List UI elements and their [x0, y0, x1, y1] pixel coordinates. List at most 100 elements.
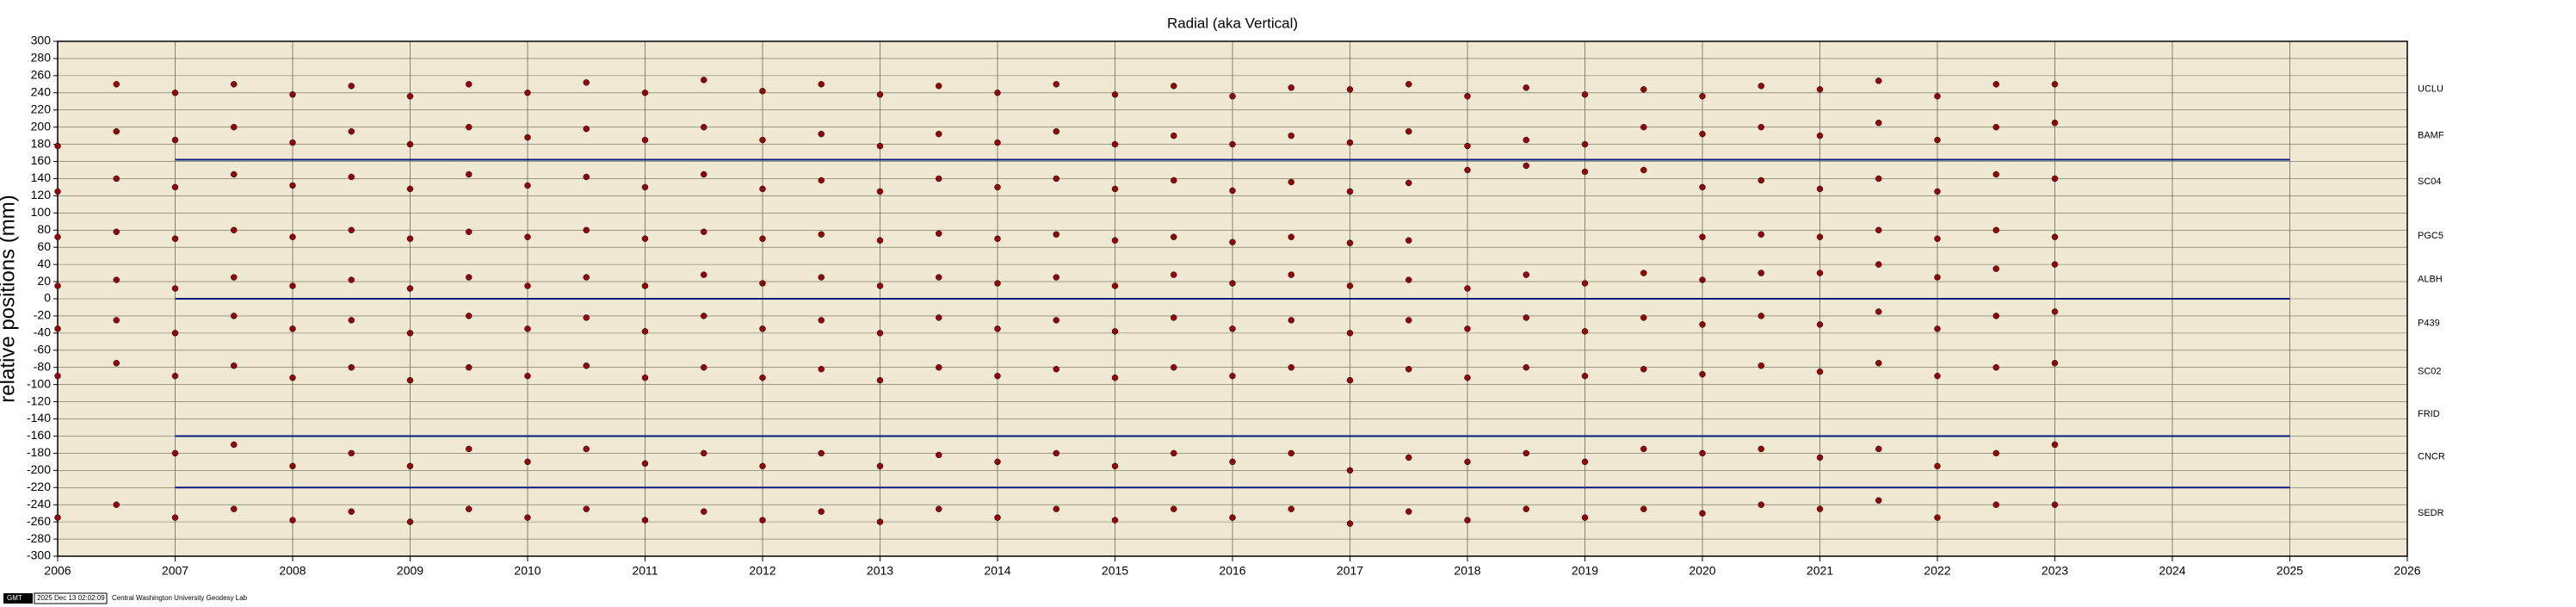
x-tick-label: 2024 — [2159, 564, 2185, 578]
data-point — [1934, 93, 1941, 100]
station-label: CNCR — [2418, 452, 2445, 462]
x-tick-label: 2007 — [162, 564, 188, 578]
data-point — [2051, 441, 2059, 449]
data-point — [1405, 276, 1412, 283]
data-point — [1288, 178, 1294, 186]
data-point — [994, 235, 1001, 242]
data-point — [1581, 328, 1589, 335]
data-point — [113, 276, 120, 283]
data-point — [1875, 445, 1882, 453]
data-point — [1992, 123, 1999, 131]
data-point — [876, 462, 884, 470]
y-tick-label: -40 — [34, 325, 51, 339]
data-point — [1346, 282, 1354, 289]
data-point — [1757, 83, 1764, 90]
data-point — [231, 441, 238, 449]
data-point — [1757, 362, 1764, 369]
data-point — [641, 90, 649, 96]
y-tick-label: -200 — [27, 462, 51, 476]
x-tick-label: 2020 — [1689, 564, 1715, 578]
data-point — [171, 90, 179, 96]
data-point — [1288, 233, 1294, 240]
y-tick-label: 140 — [31, 170, 52, 184]
y-tick-label: -100 — [27, 376, 51, 390]
data-point — [583, 314, 590, 321]
data-point — [1346, 467, 1354, 474]
data-point — [54, 188, 61, 195]
data-point — [994, 458, 1001, 466]
y-tick-label: -280 — [27, 531, 51, 545]
station-label: SC04 — [2418, 177, 2442, 187]
data-point — [348, 276, 355, 283]
data-point — [818, 317, 825, 324]
data-point — [54, 233, 61, 240]
data-point — [466, 313, 473, 319]
data-point — [1757, 269, 1764, 276]
data-point — [701, 363, 707, 371]
data-point — [348, 226, 355, 234]
data-point — [1229, 325, 1236, 332]
data-point — [936, 83, 942, 90]
y-tick-label: 180 — [31, 136, 52, 150]
data-point — [1992, 449, 1999, 457]
data-point — [936, 314, 942, 321]
data-point — [1464, 166, 1471, 174]
data-point — [1229, 140, 1236, 148]
data-point — [1992, 170, 1999, 178]
data-point — [1346, 376, 1354, 384]
data-point — [759, 325, 766, 332]
data-point — [171, 285, 179, 292]
data-point — [818, 130, 825, 138]
data-point — [583, 274, 590, 281]
data-point — [641, 328, 649, 335]
y-tick-label: 260 — [31, 68, 52, 82]
data-point — [289, 139, 296, 146]
data-point — [876, 188, 884, 195]
data-point — [1111, 237, 1119, 244]
data-point — [231, 226, 238, 234]
data-point — [113, 360, 120, 367]
x-tick-label: 2019 — [1572, 564, 1598, 578]
data-point — [1111, 462, 1119, 470]
x-tick-label: 2012 — [749, 564, 775, 578]
data-point — [1581, 91, 1589, 98]
data-point — [1816, 185, 1824, 193]
data-point — [701, 170, 707, 178]
data-point — [1875, 77, 1882, 84]
data-point — [1992, 265, 1999, 272]
data-point — [641, 517, 649, 523]
y-tick-label: 80 — [37, 222, 51, 236]
data-point — [113, 127, 120, 135]
data-point — [1875, 261, 1882, 268]
data-point — [1875, 119, 1882, 127]
x-tick-label: 2016 — [1219, 564, 1245, 578]
data-point — [1875, 497, 1882, 504]
data-point — [1111, 282, 1119, 289]
data-point — [289, 182, 296, 189]
data-point — [701, 313, 707, 319]
data-point — [701, 228, 707, 236]
data-point — [1053, 175, 1059, 183]
data-point — [1757, 445, 1764, 453]
data-point — [994, 183, 1001, 191]
footer-date: 2025 Dec 13 02:02:09 — [37, 594, 105, 602]
data-point — [1757, 123, 1764, 131]
data-point — [876, 282, 884, 289]
data-point — [701, 508, 707, 515]
data-point — [466, 81, 473, 88]
data-point — [1053, 81, 1059, 88]
data-point — [1992, 226, 1999, 234]
data-point — [406, 93, 414, 100]
data-point — [641, 282, 649, 289]
x-tick-label: 2021 — [1807, 564, 1833, 578]
data-point — [1346, 188, 1354, 195]
data-point — [1346, 139, 1354, 146]
data-point — [1934, 188, 1941, 195]
y-tick-label: 280 — [31, 51, 52, 65]
data-point — [524, 282, 531, 289]
data-point — [113, 175, 120, 183]
y-tick-label: -60 — [34, 343, 51, 356]
y-tick-label: 40 — [37, 257, 51, 270]
data-point — [641, 460, 649, 468]
data-point — [406, 462, 414, 470]
